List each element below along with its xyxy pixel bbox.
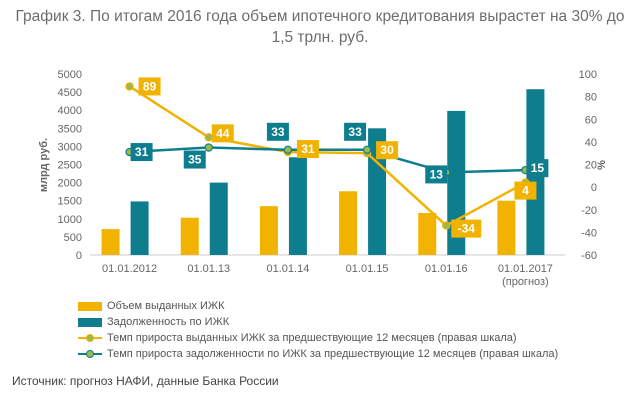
data-label: 30 [380, 143, 394, 157]
data-label-box [425, 165, 448, 184]
data-label: 31 [301, 142, 315, 156]
legend-marker-volume-growth [78, 333, 102, 343]
line-debt-growth [129, 146, 526, 174]
legend-item-debt: Задолженность по ИЖК [78, 314, 558, 330]
right-axis: -60 -40 -20 0 20 40 60 80 100 [579, 69, 597, 262]
y-tick-label: 3000 [58, 141, 82, 153]
legend-label-debt-growth: Темп прироста задолженности по ИЖК за пр… [107, 348, 559, 360]
bar-debt [209, 182, 228, 255]
bar-volume [101, 229, 120, 255]
y-tick-label: 2000 [58, 178, 82, 190]
x-tick-label: 01.01.13 [187, 263, 230, 275]
data-label-box [296, 140, 319, 159]
bar-volume [339, 191, 358, 255]
data-label: 89 [143, 79, 157, 93]
y-tick-label: 3500 [58, 123, 82, 135]
y2-tick-label: 80 [585, 92, 597, 104]
y-tick-label: 0 [76, 250, 82, 262]
bar-debt [130, 201, 149, 255]
y2-tick-label: 40 [585, 137, 597, 149]
left-axis: 0 500 1000 1500 2000 2500 3000 3500 4000 4500 5000 [58, 69, 82, 262]
source-note: Источник: прогноз НАФИ, данные Банка Рос… [12, 374, 279, 388]
data-label: 31 [135, 145, 149, 159]
y2-tick-label: -60 [581, 250, 597, 262]
y-axis-label: млрд руб. [38, 138, 50, 192]
legend-swatch-debt [78, 317, 102, 327]
y2-axis-label: % [596, 160, 608, 170]
point-volume-growth [442, 221, 451, 230]
data-label: 33 [348, 125, 362, 139]
data-label-box [130, 143, 153, 162]
y2-tick-label: -40 [581, 227, 597, 239]
legend-item-debt-growth: Темп прироста задолженности по ИЖК за пр… [78, 346, 558, 362]
x-tick-label: 01.01.14 [267, 263, 310, 275]
point-debt-growth [283, 145, 293, 154]
x-tick-sublabel: (прогноз) [502, 276, 549, 288]
bar-volume [497, 200, 516, 255]
bar-debt [368, 128, 387, 255]
legend-item-volume: Объем выданных ИЖК [78, 298, 558, 314]
data-label-box [266, 122, 289, 141]
data-label: 33 [271, 125, 285, 139]
data-label-box [376, 141, 399, 160]
data-label-box [183, 150, 206, 169]
y-tick-label: 2500 [58, 160, 82, 172]
point-volume-growth [204, 133, 213, 142]
y-tick-label: 4500 [58, 87, 82, 99]
x-tick-label: 01.01.15 [346, 263, 389, 275]
y-tick-label: 5000 [58, 69, 82, 81]
y2-tick-label: 100 [579, 69, 597, 81]
legend-marker-debt-growth [78, 349, 102, 359]
legend-label-volume-growth: Темп прироста выданных ИЖК за предшеству… [107, 332, 517, 344]
x-tick-label: 01.01.16 [425, 263, 468, 275]
y-tick-label: 1000 [58, 214, 82, 226]
legend: Объем выданных ИЖК Задолженность по ИЖК … [78, 298, 558, 362]
data-label-box [138, 77, 161, 96]
chart-title: График 3. По итогам 2016 года объем ипот… [15, 8, 625, 46]
point-volume-growth [125, 82, 134, 91]
legend-label-debt: Задолженность по ИЖК [107, 316, 230, 328]
line-volume-growth [128, 85, 527, 228]
legend-item-volume-growth: Темп прироста выданных ИЖК за предшеству… [78, 330, 558, 346]
bar-debt [288, 157, 307, 255]
bar-volume [259, 206, 278, 255]
category-labels: 01.01.2012 01.01.13 01.01.14 01.01.15 01.01.… [102, 263, 553, 288]
y2-tick-label: 60 [585, 114, 597, 126]
data-label-box [451, 219, 482, 238]
y-tick-label: 4000 [58, 105, 82, 117]
data-labels: 89 44 31 30 -34 4 31 35 33 33 13 15 [130, 77, 549, 238]
bar-volume [180, 217, 199, 255]
y2-tick-label: -20 [581, 205, 597, 217]
y-tick-label: 1500 [58, 196, 82, 208]
data-label: -34 [458, 222, 476, 236]
data-label: 4 [522, 184, 529, 198]
y-tick-label: 500 [64, 232, 82, 244]
x-tick-label: 01.01.2012 [102, 263, 157, 275]
data-label-box [211, 124, 234, 143]
data-label-box [344, 122, 367, 141]
data-label: 13 [430, 167, 444, 181]
data-label-box [514, 181, 537, 200]
legend-label-volume: Объем выданных ИЖК [107, 300, 225, 312]
legend-swatch-volume [78, 301, 102, 311]
data-label: 44 [216, 126, 230, 140]
data-label: 15 [531, 161, 545, 175]
point-debt-growth [362, 145, 372, 154]
data-label: 35 [188, 153, 202, 167]
data-label-box [526, 159, 549, 178]
bar-volume [418, 213, 437, 255]
x-tick-label: 01.01.2017 [498, 263, 553, 275]
y2-tick-label: 20 [585, 160, 597, 172]
point-debt-growth [204, 143, 213, 152]
y2-tick-label: 0 [591, 182, 597, 194]
